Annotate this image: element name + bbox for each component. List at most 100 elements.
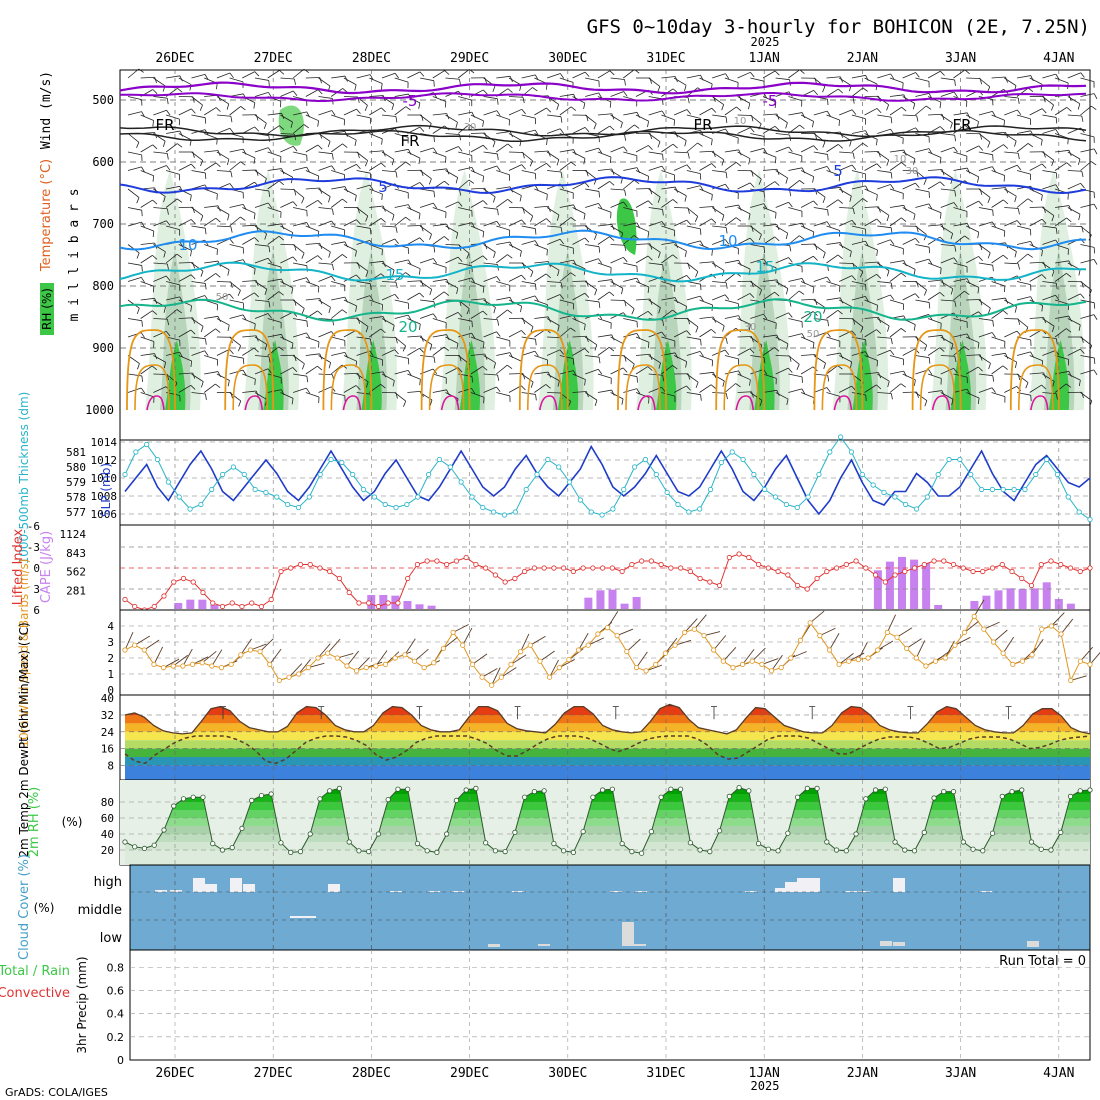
rh-line-point: [911, 848, 918, 854]
lifted-index-line: [124, 553, 1091, 611]
wind-barb: [940, 299, 955, 302]
wind-barb: [788, 69, 800, 79]
wind-barb-flag: [535, 394, 537, 401]
wind-barb-flag: [356, 219, 361, 225]
lifted-index-line-point: [824, 568, 830, 575]
wind-barb: [242, 390, 257, 393]
wind-barb-flag: [939, 126, 945, 131]
wind-barb: [280, 281, 294, 289]
wind-barb-flag: [672, 309, 678, 315]
wind-barb-flag: [889, 350, 895, 356]
wind-barb: [724, 259, 739, 264]
surface-wind-barb: [819, 627, 836, 637]
wind-barb: [648, 110, 663, 116]
lifted-index-line-point: [249, 600, 255, 606]
rh-line-point: [970, 846, 976, 852]
lifted-index-line-point: [288, 565, 294, 571]
wind-barb: [483, 207, 498, 210]
wind-barb: [534, 162, 547, 171]
wind-barb: [293, 318, 307, 322]
wind-barb-flag: [433, 202, 438, 209]
wind-barb: [343, 108, 357, 116]
wind-barb-flag: [301, 197, 305, 204]
wind-barb-flag: [497, 319, 500, 326]
wind-barb: [305, 144, 319, 153]
wind-barb: [648, 221, 663, 227]
wind-barb: [826, 144, 839, 153]
wind-barb: [635, 170, 649, 177]
contour-label: 5: [378, 178, 388, 196]
wind-barb-flag: [546, 162, 552, 168]
lifted-index-line-point: [570, 568, 576, 575]
wind-barb: [661, 336, 675, 342]
wind-barb: [635, 366, 649, 375]
wind-barb: [978, 299, 991, 309]
wind-barb: [508, 164, 522, 171]
wind-speed-line-point: [566, 656, 572, 663]
wind-barb: [673, 330, 687, 338]
wind-barb: [991, 76, 1006, 79]
wind-barb: [496, 254, 508, 264]
wind-barb-flag: [890, 282, 893, 289]
wind-barb-flag: [699, 240, 704, 247]
slp-tick: 1012: [91, 454, 118, 467]
wind-barb: [203, 383, 216, 393]
wind-barb-flag: [1093, 148, 1098, 155]
wind-barb-flag: [482, 144, 488, 150]
wind-barb: [229, 336, 241, 346]
cloud-panel-frame: [129, 864, 1091, 951]
slp-panel-frame: [119, 439, 1091, 526]
wind-barb: [737, 348, 751, 356]
wind-barb-flag: [890, 294, 895, 301]
thickness-line-point: [772, 494, 779, 500]
wind-barb-flag: [923, 179, 927, 185]
wind-barb: [547, 336, 562, 339]
wind-barb: [1004, 220, 1018, 227]
rh-band: [125, 826, 1090, 834]
wind-barb-flag: [204, 228, 207, 235]
wind-barb: [331, 114, 345, 120]
wind-barb: [839, 188, 852, 197]
lifted-index-line-point: [629, 561, 635, 568]
rh-line-point: [307, 831, 313, 837]
wind-speed-line: [122, 613, 1093, 688]
wind-barb: [267, 112, 282, 116]
wind-barb-flag: [1051, 160, 1055, 166]
label-cape: CAPE (J/kg): [39, 531, 54, 603]
wind-barb: [457, 69, 470, 79]
wind-barb: [191, 336, 206, 340]
wind-barb: [635, 353, 650, 356]
wind-barb: [813, 207, 828, 211]
wind-barb-flag: [1041, 384, 1047, 390]
wind-barb: [432, 223, 447, 227]
wind-barb: [369, 299, 383, 305]
wind-barb-flag: [190, 274, 196, 280]
wind-barb-flag: [418, 268, 421, 275]
wind-barb: [292, 188, 305, 199]
rh-line-point: [1019, 787, 1025, 793]
wind-barb: [293, 166, 307, 171]
wind-barb: [153, 165, 167, 171]
wind-barb-flag: [1014, 251, 1017, 258]
wind-barb: [381, 207, 395, 216]
wind-barb: [597, 291, 610, 301]
wind-barb-flag: [672, 143, 678, 149]
high-cloud-bar: [797, 878, 809, 892]
wind-barb-flag: [381, 193, 383, 201]
wind-barb: [673, 244, 687, 252]
wind-barb-flag: [788, 312, 793, 318]
wind-barb: [597, 70, 611, 79]
wind-barb-flag: [658, 252, 661, 259]
wind-barb: [331, 170, 345, 175]
rh-line-point: [755, 840, 762, 847]
wind-barb-flag: [570, 106, 577, 111]
wind-barb: [330, 364, 343, 375]
lifted-index-line-point: [492, 572, 499, 578]
wind-barb: [254, 225, 267, 235]
wind-barb: [1042, 350, 1056, 356]
wind-barb: [826, 242, 841, 245]
wind-barb: [331, 225, 345, 231]
wind-barb: [889, 188, 904, 194]
